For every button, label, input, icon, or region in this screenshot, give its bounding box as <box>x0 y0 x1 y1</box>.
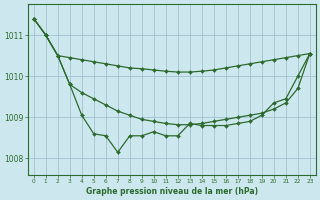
X-axis label: Graphe pression niveau de la mer (hPa): Graphe pression niveau de la mer (hPa) <box>86 187 258 196</box>
